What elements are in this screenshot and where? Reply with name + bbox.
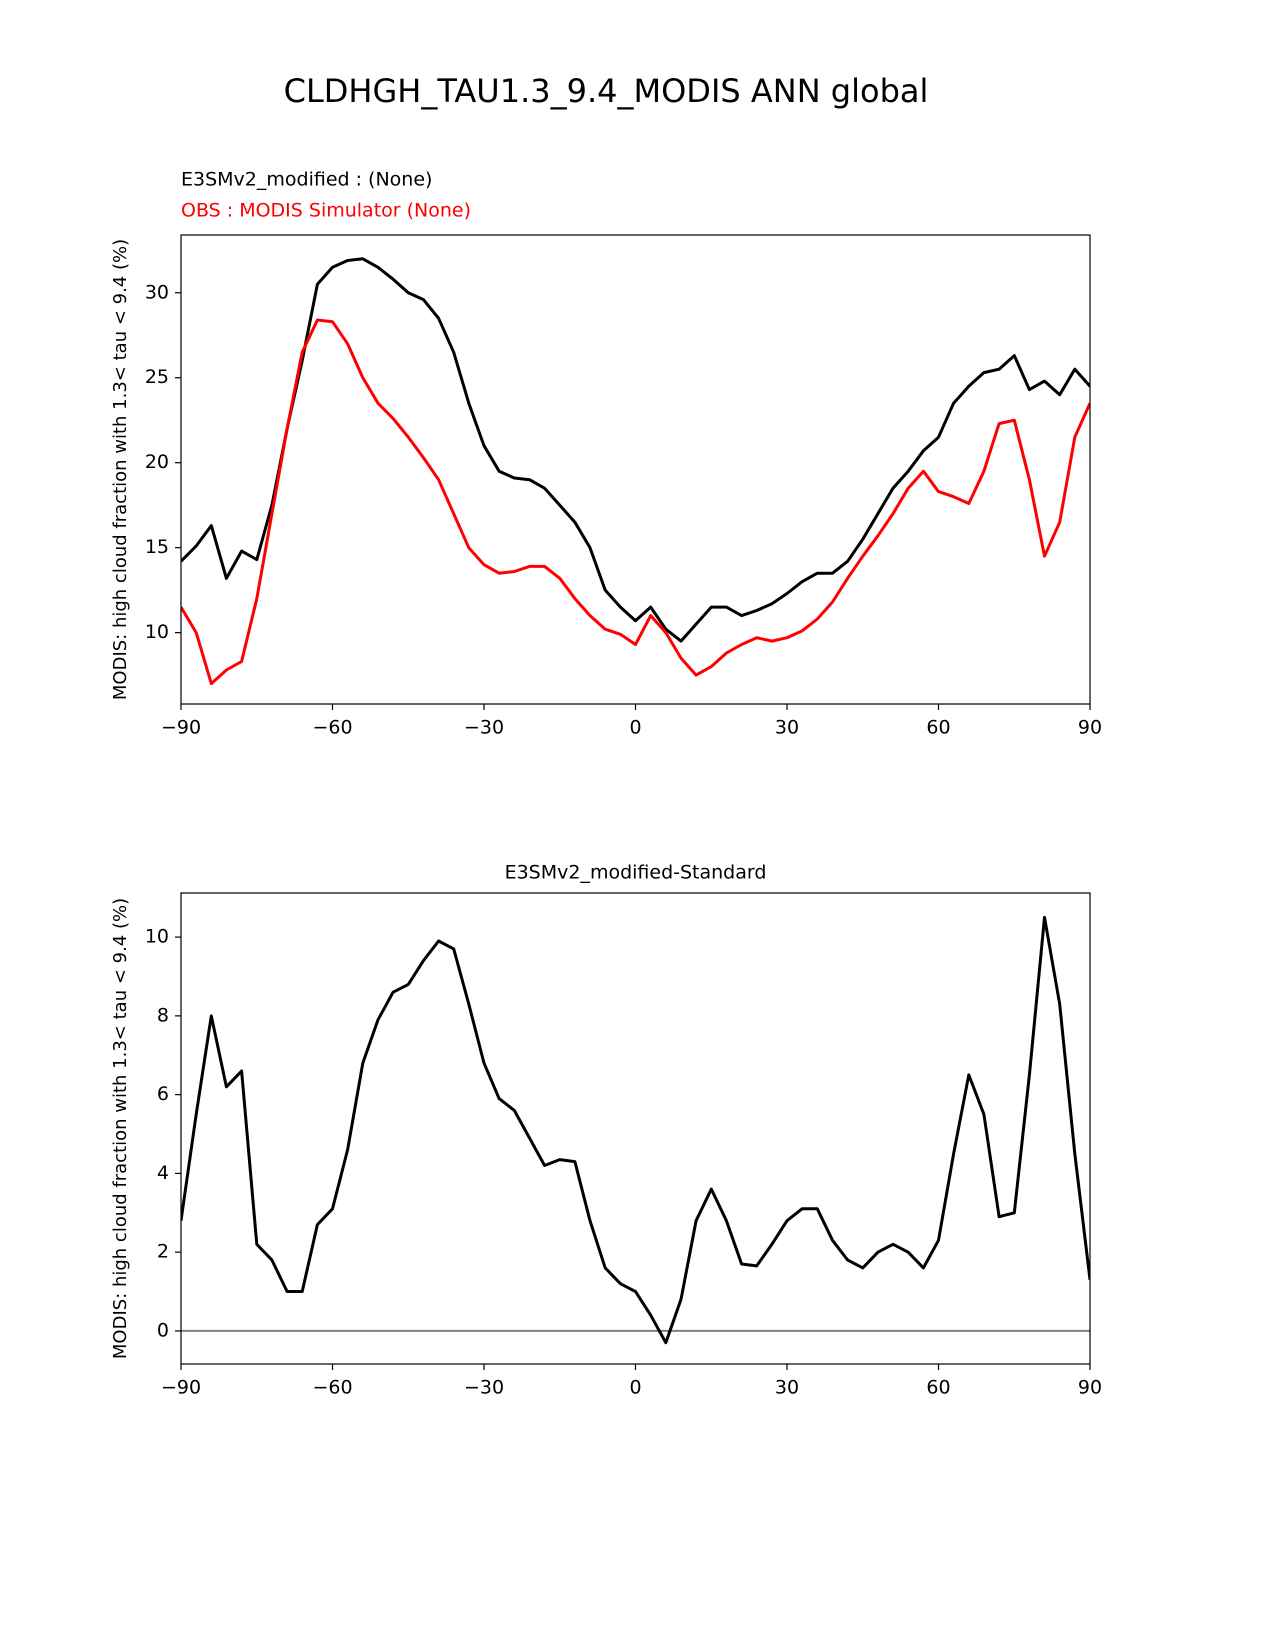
y-tick-label: 4 (157, 1162, 169, 1184)
x-tick-label: −90 (161, 1377, 201, 1399)
x-tick-label: 0 (629, 1377, 641, 1399)
x-tick-label: −60 (312, 1377, 352, 1399)
x-tick-label: 30 (775, 1377, 799, 1399)
y-tick-label: 6 (157, 1083, 169, 1105)
y-tick-label: 10 (145, 926, 169, 948)
y-tick-label: 20 (145, 451, 169, 473)
x-tick-label: −90 (161, 717, 201, 739)
axes-frame (180, 234, 1091, 705)
axes-frame (180, 892, 1091, 1365)
x-tick-label: 30 (775, 717, 799, 739)
x-tick-label: −30 (464, 1377, 504, 1399)
y-tick-label: 8 (157, 1004, 169, 1026)
x-tick-label: 0 (629, 717, 641, 739)
data-line (181, 318, 1090, 686)
data-line (181, 915, 1090, 1345)
x-tick-label: −30 (464, 717, 504, 739)
plot-area (181, 257, 1090, 686)
legend-entry: OBS : MODIS Simulator (None) (181, 200, 471, 222)
legend-entry: E3SMv2_modified : (None) (181, 169, 432, 191)
data-line (181, 257, 1090, 643)
x-tick-label: 60 (926, 1377, 950, 1399)
x-tick-label: 60 (926, 717, 950, 739)
y-tick-label: 2 (157, 1241, 169, 1263)
y-axis-label: MODIS: high cloud fraction with 1.3< tau… (110, 898, 131, 1359)
y-tick-label: 25 (145, 366, 169, 388)
y-tick-label: 30 (145, 281, 169, 303)
x-tick-label: −60 (312, 717, 352, 739)
y-tick-label: 15 (145, 536, 169, 558)
plot-area (181, 915, 1090, 1345)
x-tick-label: 90 (1078, 717, 1102, 739)
y-axis-label: MODIS: high cloud fraction with 1.3< tau… (110, 239, 131, 700)
chart-title: E3SMv2_modified-Standard (505, 862, 767, 884)
figure-title: CLDHGH_TAU1.3_9.4_MODIS ANN global (284, 72, 929, 110)
x-tick-label: 90 (1078, 1377, 1102, 1399)
y-tick-label: 0 (157, 1319, 169, 1341)
y-tick-label: 10 (145, 621, 169, 643)
